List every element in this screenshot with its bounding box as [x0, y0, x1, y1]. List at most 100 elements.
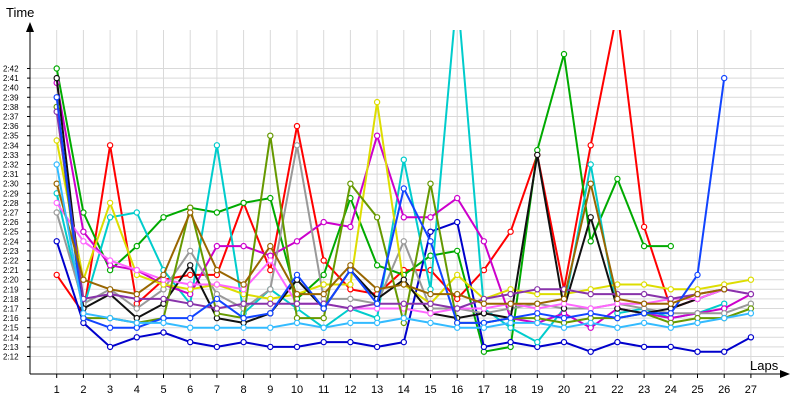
data-point — [373, 343, 381, 351]
data-point — [400, 338, 407, 346]
y-tick-label: 2:26 — [3, 218, 19, 227]
y-tick-label: 2:20 — [3, 276, 19, 285]
data-point — [480, 266, 488, 274]
x-tick-label: 13 — [371, 384, 383, 396]
series-4 — [53, 30, 728, 346]
data-point — [560, 295, 568, 303]
data-point — [614, 324, 621, 331]
data-point — [534, 310, 541, 317]
x-tick-label: 24 — [665, 384, 677, 396]
data-point — [160, 214, 167, 221]
data-point — [133, 334, 140, 341]
x-tick-label: 11 — [318, 384, 329, 396]
data-point — [640, 319, 648, 327]
data-point — [480, 238, 488, 245]
series-line — [55, 77, 726, 329]
data-point — [454, 271, 461, 279]
data-point — [480, 300, 488, 307]
y-tick-label: 2:34 — [3, 141, 19, 150]
data-point — [694, 290, 701, 298]
x-tick-label: 4 — [134, 384, 140, 396]
series-6 — [53, 142, 755, 317]
y-tick-label: 2:12 — [3, 353, 19, 362]
x-tick-label: 14 — [398, 384, 410, 396]
data-point — [133, 242, 140, 250]
y-tick-label: 2:17 — [3, 305, 19, 314]
data-point — [347, 223, 354, 231]
data-point — [186, 209, 194, 216]
data-point — [480, 324, 488, 331]
data-point — [747, 310, 755, 317]
data-point — [694, 348, 701, 355]
data-point — [587, 214, 594, 221]
data-point — [400, 156, 407, 163]
data-point — [427, 310, 434, 317]
y-tick-label: 2:28 — [3, 199, 19, 208]
data-point — [293, 271, 301, 279]
x-tick-label: 16 — [451, 384, 463, 396]
x-tick-label: 8 — [241, 384, 247, 396]
data-point — [347, 180, 354, 187]
data-point — [400, 281, 407, 288]
data-point — [373, 300, 381, 307]
data-point — [106, 257, 114, 264]
data-point — [53, 199, 60, 207]
y-tick-label: 2:19 — [3, 285, 19, 294]
data-point — [320, 257, 327, 264]
data-point — [267, 300, 274, 307]
y-tick-labels: 2:122:132:142:152:162:172:182:192:202:21… — [3, 65, 30, 362]
series-12 — [53, 74, 728, 331]
x-tick-label: 27 — [745, 384, 757, 396]
data-point — [507, 319, 514, 327]
y-tick-label: 2:13 — [3, 343, 19, 352]
data-point — [293, 300, 301, 307]
data-point — [614, 281, 621, 288]
y-tick-label: 2:24 — [3, 237, 19, 246]
x-tick-label: 26 — [718, 384, 730, 396]
data-point — [267, 286, 274, 293]
data-point — [640, 343, 648, 351]
y-tick-label: 2:33 — [3, 151, 19, 160]
data-point — [267, 266, 274, 274]
y-tick-label: 2:42 — [3, 65, 19, 74]
data-point — [454, 218, 461, 226]
data-point — [106, 286, 114, 293]
series-line — [55, 182, 725, 305]
data-point — [186, 314, 194, 322]
data-point — [267, 324, 274, 331]
data-point — [587, 310, 594, 317]
data-point — [427, 180, 434, 187]
data-point — [293, 122, 301, 130]
data-point — [614, 295, 621, 303]
x-tick-label: 7 — [214, 384, 220, 396]
data-point — [186, 262, 194, 269]
data-point — [186, 324, 194, 331]
data-point — [587, 180, 594, 187]
data-point — [213, 142, 221, 149]
data-point — [400, 214, 407, 221]
data-point — [213, 305, 221, 312]
data-point — [614, 314, 621, 322]
data-point — [80, 238, 87, 245]
data-point — [534, 151, 541, 159]
data-point — [240, 324, 247, 331]
data-point — [667, 324, 675, 331]
data-point — [560, 314, 568, 322]
data-point — [373, 132, 381, 139]
data-point — [53, 94, 60, 101]
data-point — [320, 338, 327, 346]
data-point — [240, 300, 247, 307]
x-tick-label: 3 — [107, 384, 113, 396]
data-point — [640, 242, 648, 250]
y-tick-label: 2:35 — [3, 132, 19, 141]
data-point — [640, 310, 648, 317]
data-point — [427, 238, 434, 245]
data-point — [133, 209, 140, 216]
data-point — [53, 238, 60, 245]
x-tick-label: 19 — [531, 384, 543, 396]
data-point — [454, 194, 461, 202]
data-point — [534, 286, 541, 293]
data-point — [694, 319, 701, 327]
